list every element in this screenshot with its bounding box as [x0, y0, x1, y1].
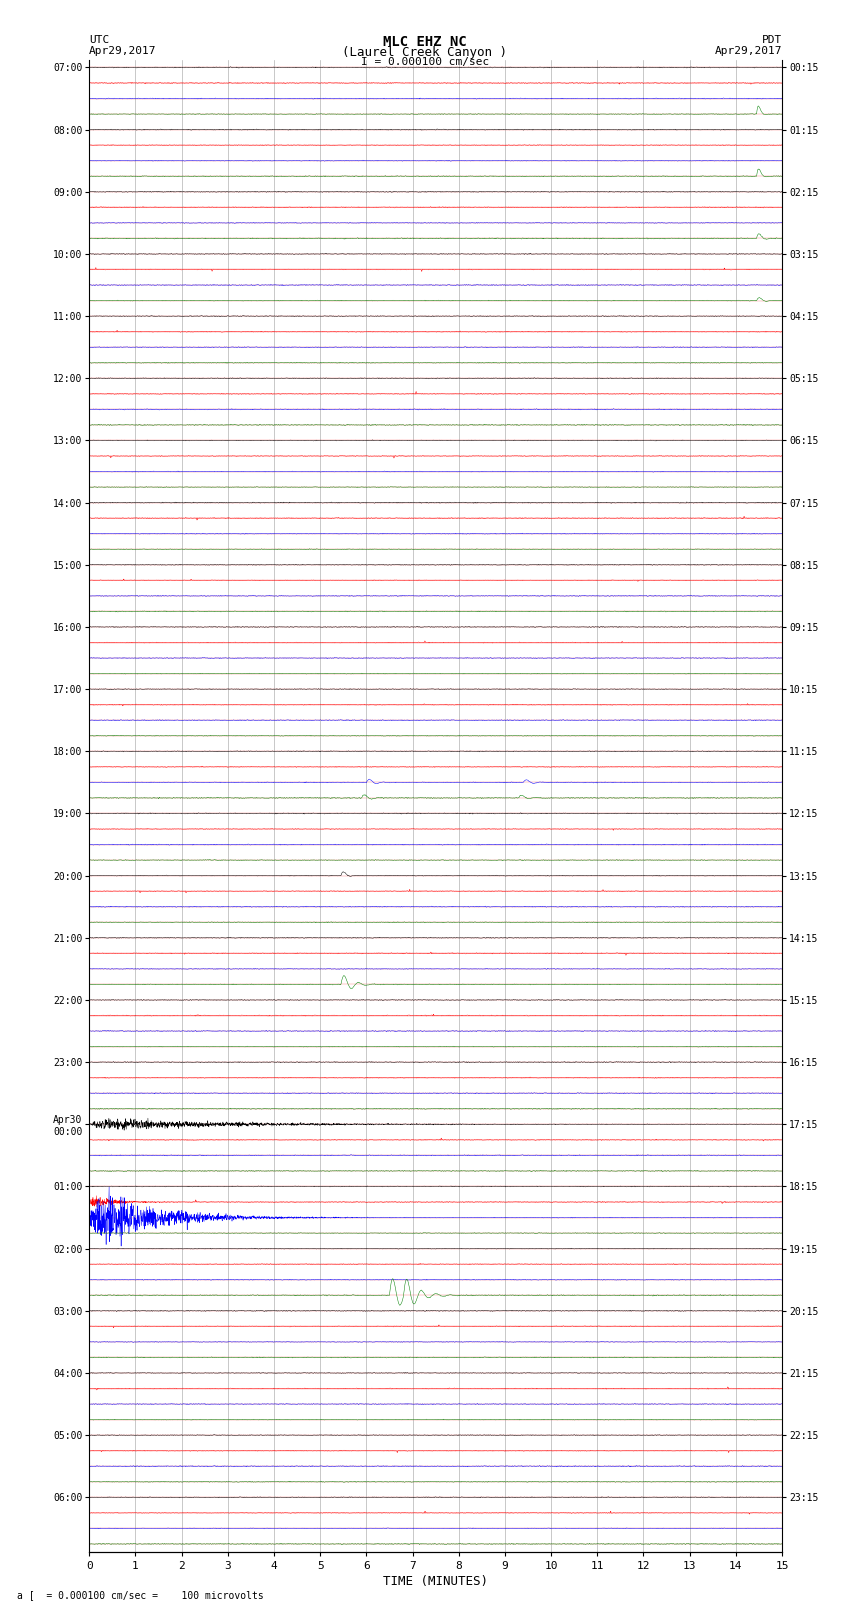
Text: Apr29,2017: Apr29,2017 — [715, 45, 782, 56]
Text: Apr29,2017: Apr29,2017 — [89, 45, 156, 56]
Text: a [  = 0.000100 cm/sec =    100 microvolts: a [ = 0.000100 cm/sec = 100 microvolts — [17, 1590, 264, 1600]
Text: UTC: UTC — [89, 35, 110, 45]
X-axis label: TIME (MINUTES): TIME (MINUTES) — [383, 1574, 488, 1587]
Text: (Laurel Creek Canyon ): (Laurel Creek Canyon ) — [343, 45, 507, 60]
Text: MLC EHZ NC: MLC EHZ NC — [383, 35, 467, 48]
Text: PDT: PDT — [762, 35, 782, 45]
Text: I = 0.000100 cm/sec: I = 0.000100 cm/sec — [361, 58, 489, 68]
